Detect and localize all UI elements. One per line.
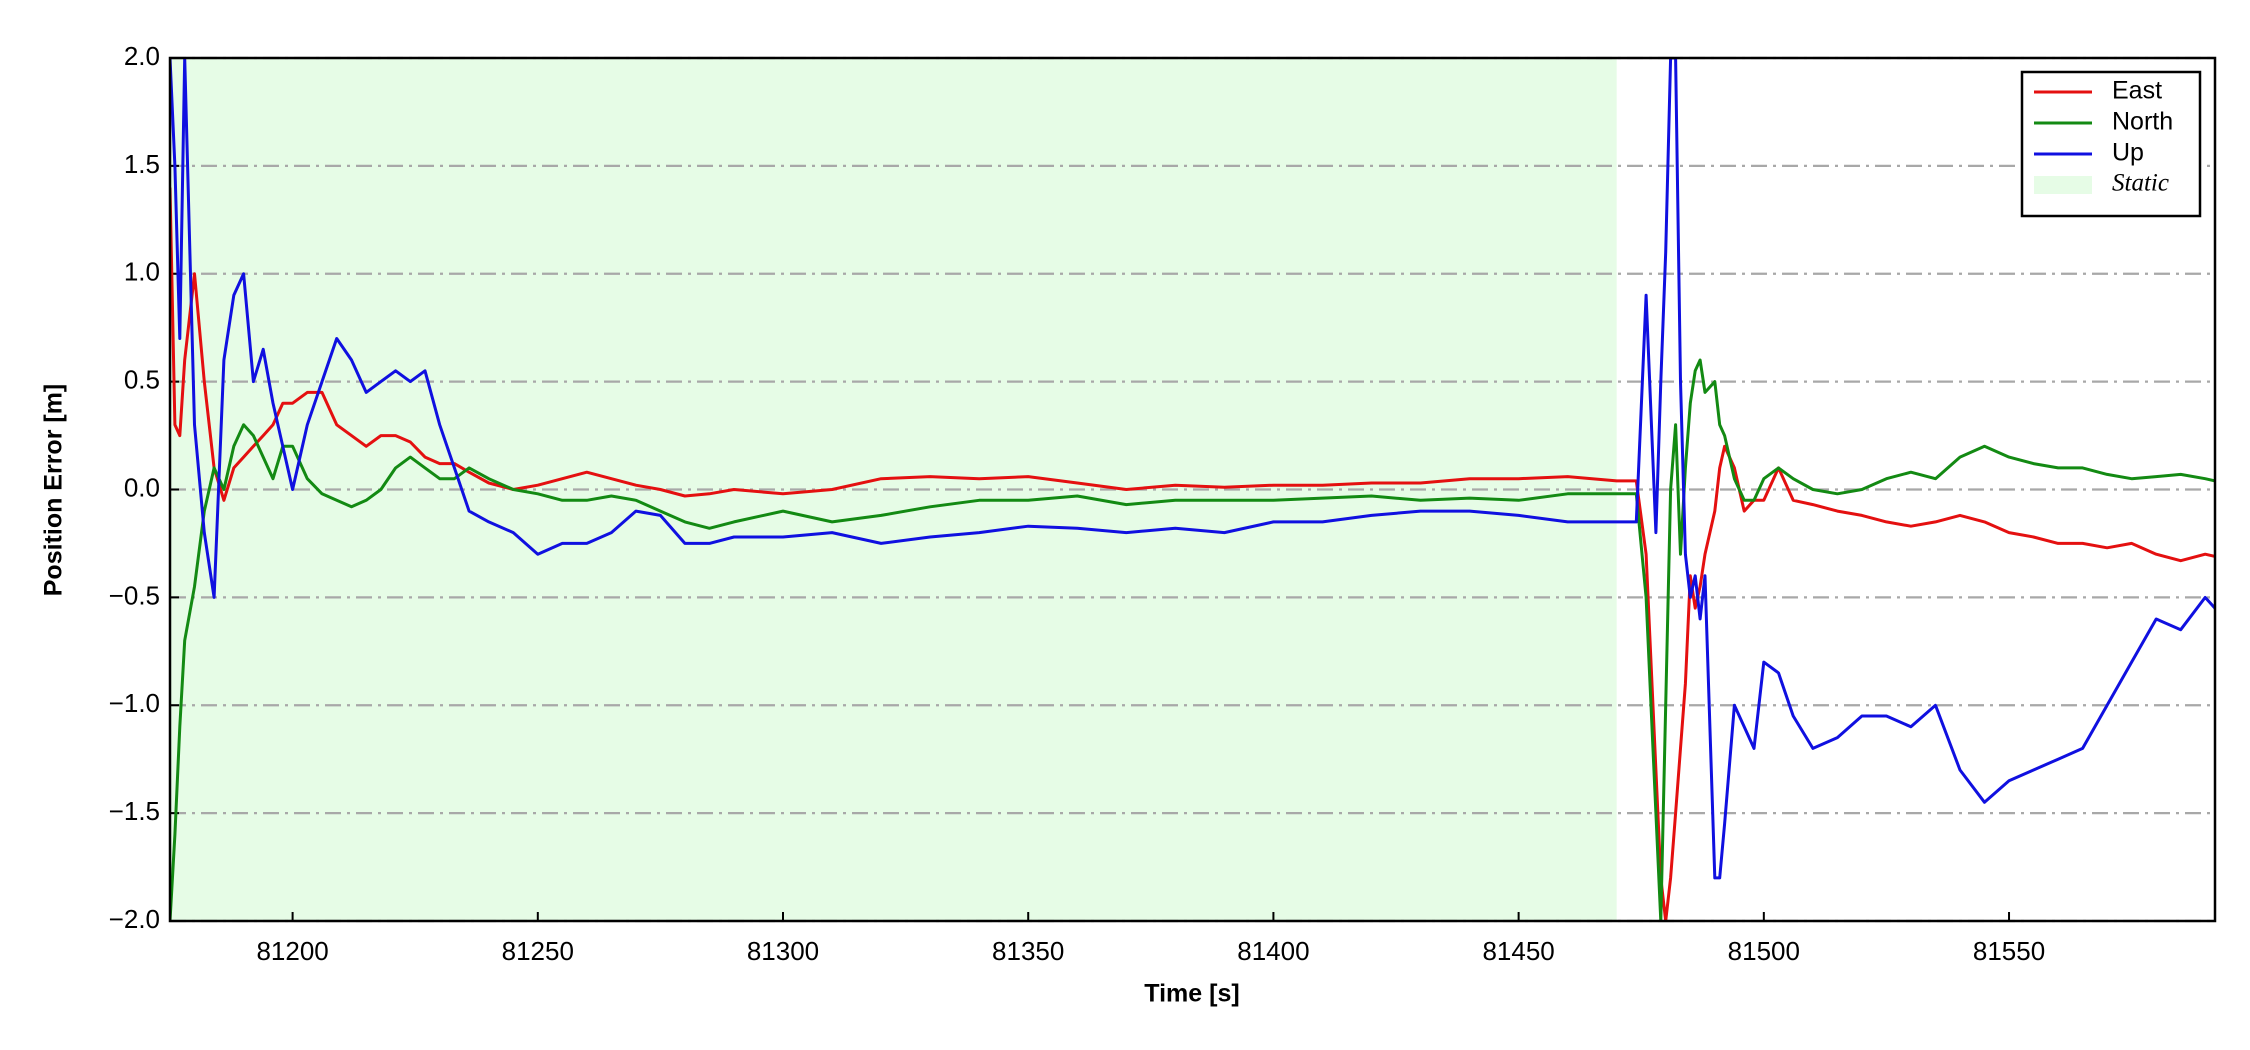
line-up [170,58,2215,880]
y-tick-label: 2.0 [124,41,160,71]
y-tick-label: −2.0 [109,904,160,934]
y-tick-label: −0.5 [109,580,160,610]
x-tick-label: 81400 [1237,936,1309,966]
x-tick-label: 81300 [747,936,819,966]
x-tick-label: 81500 [1728,936,1800,966]
legend: East North Up Static [2020,70,2202,218]
x-tick-label: 81550 [1973,936,2045,966]
x-axis-label: Time [s] [1144,980,1239,1008]
legend-box [2020,70,2202,218]
y-tick-label: −1.0 [109,688,160,718]
legend-label: East [2112,77,2162,105]
x-tick-label: 81450 [1482,936,1554,966]
y-tick-label: 1.0 [124,257,160,287]
plot-frame [168,56,2217,923]
y-tick-label: 0.5 [124,365,160,395]
legend-label: North [2112,108,2173,136]
x-tick-label: 81350 [992,936,1064,966]
x-tick-label: 81200 [256,936,328,966]
legend-label: Static [2112,170,2169,197]
y-tick-label: −1.5 [109,796,160,826]
legend-swatch [2034,176,2092,194]
y-axis-label: Position Error [m] [40,384,68,597]
y-tick-label: 1.5 [124,149,160,179]
x-tick-label: 81250 [502,936,574,966]
y-tick-label: 0.0 [124,472,160,502]
legend-label: Up [2112,139,2144,167]
series-lines [170,58,2215,921]
line-north [170,358,2215,921]
plot-content [170,56,2215,923]
